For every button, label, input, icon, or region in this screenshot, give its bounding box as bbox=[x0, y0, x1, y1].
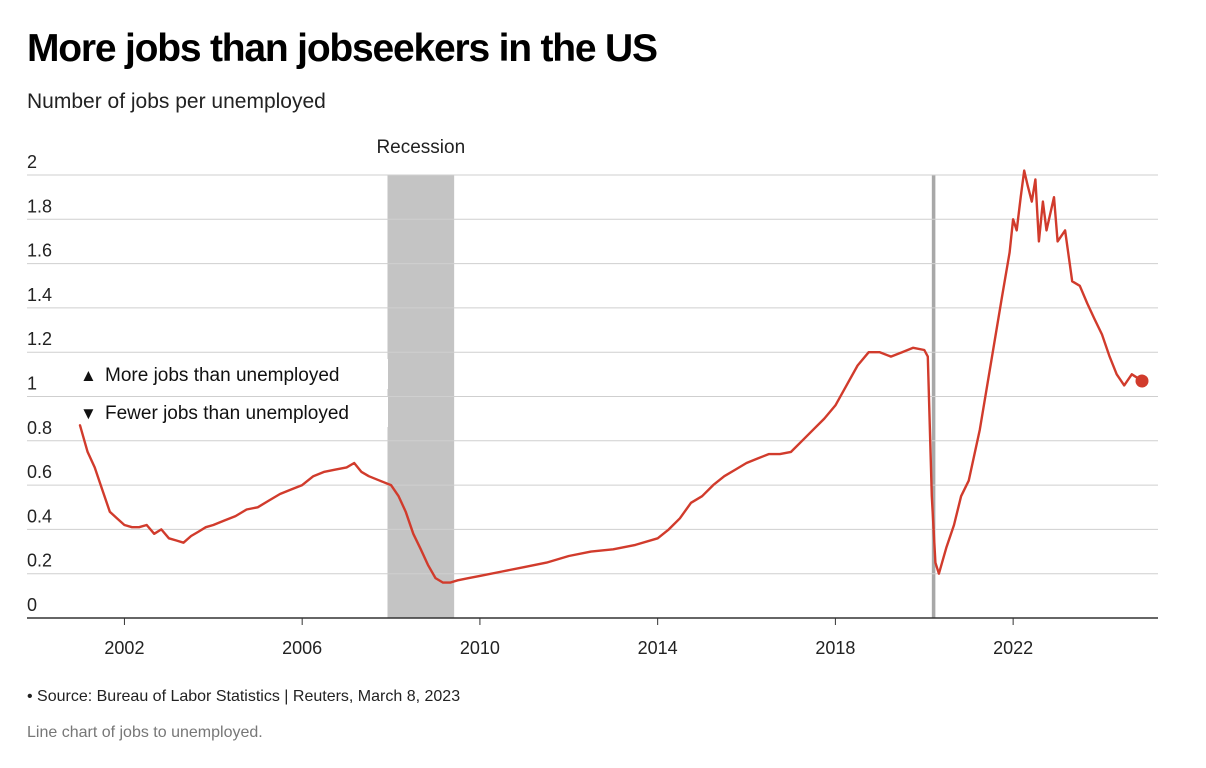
annotations: ▲ More jobs than unemployed ▼ Fewer jobs th… bbox=[76, 359, 388, 427]
annotation-label: More jobs than unemployed bbox=[105, 365, 339, 386]
x-tick-label: 2006 bbox=[282, 638, 322, 658]
source-note: • Source: Bureau of Labor Statistics | R… bbox=[27, 688, 461, 705]
y-tick-label: 1.6 bbox=[27, 241, 52, 261]
y-tick-label: 0 bbox=[27, 595, 37, 615]
y-tick-label: 1.2 bbox=[27, 329, 52, 349]
x-tick-label: 2022 bbox=[993, 638, 1033, 658]
y-tick-label: 0.6 bbox=[27, 462, 52, 482]
y-tick-label: 1.4 bbox=[27, 285, 52, 305]
annotation-1: ▼ Fewer jobs than unemployed bbox=[76, 397, 388, 427]
y-tick-label: 0.8 bbox=[27, 418, 52, 438]
y-tick-label: 0.4 bbox=[27, 506, 52, 526]
series-group bbox=[78, 169, 1149, 584]
annotation-background bbox=[76, 359, 388, 389]
line-chart: Recession 0 0.2 0.4 0.6 0.8 1 1.2 1.4 1.6 1.8 2 20… bbox=[27, 137, 1158, 658]
chart-title: More jobs than jobseekers in the US bbox=[27, 27, 658, 70]
series-line-0 bbox=[78, 169, 1144, 584]
x-tick-label: 2014 bbox=[638, 638, 678, 658]
shaded-period-label: Recession bbox=[376, 137, 465, 158]
x-tick-label: 2010 bbox=[460, 638, 500, 658]
x-tick-label: 2018 bbox=[815, 638, 855, 658]
x-tick-label: 2002 bbox=[104, 638, 144, 658]
y-tick-label: 0.2 bbox=[27, 551, 52, 571]
y-tick-label: 2 bbox=[27, 152, 37, 172]
y-tick-label: 1.8 bbox=[27, 196, 52, 216]
annotation-marker: ▼ bbox=[80, 404, 97, 423]
annotation-background bbox=[76, 397, 388, 427]
series-end-point bbox=[1135, 374, 1149, 388]
annotation-marker: ▲ bbox=[80, 366, 97, 385]
annotation-0: ▲ More jobs than unemployed bbox=[76, 359, 388, 389]
x-axis-tick-labels: 2002 2006 2010 2014 2018 2022 bbox=[104, 618, 1033, 658]
y-axis-tick-labels: 0 0.2 0.4 0.6 0.8 1 1.2 1.4 1.6 1.8 2 bbox=[27, 152, 52, 615]
chart-subtitle: Number of jobs per unemployed bbox=[27, 90, 326, 113]
gridlines bbox=[27, 174, 1158, 619]
annotation-label: Fewer jobs than unemployed bbox=[105, 403, 349, 424]
y-tick-label: 1 bbox=[27, 374, 37, 394]
chart-caption: Line chart of jobs to unemployed. bbox=[27, 724, 263, 741]
